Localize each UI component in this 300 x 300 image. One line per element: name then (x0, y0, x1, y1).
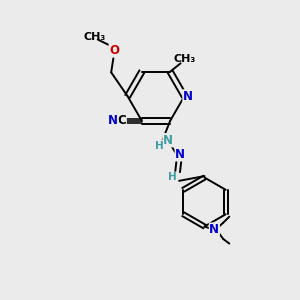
Text: C: C (117, 114, 126, 127)
Text: N: N (183, 90, 193, 103)
Text: N: N (163, 134, 173, 147)
Text: H: H (155, 141, 164, 151)
Text: N: N (108, 114, 118, 127)
Text: O: O (109, 44, 119, 57)
Text: N: N (175, 148, 185, 161)
Text: CH₃: CH₃ (83, 32, 105, 41)
Text: N: N (209, 223, 219, 236)
Text: H: H (168, 172, 177, 182)
Text: CH₃: CH₃ (174, 54, 196, 64)
